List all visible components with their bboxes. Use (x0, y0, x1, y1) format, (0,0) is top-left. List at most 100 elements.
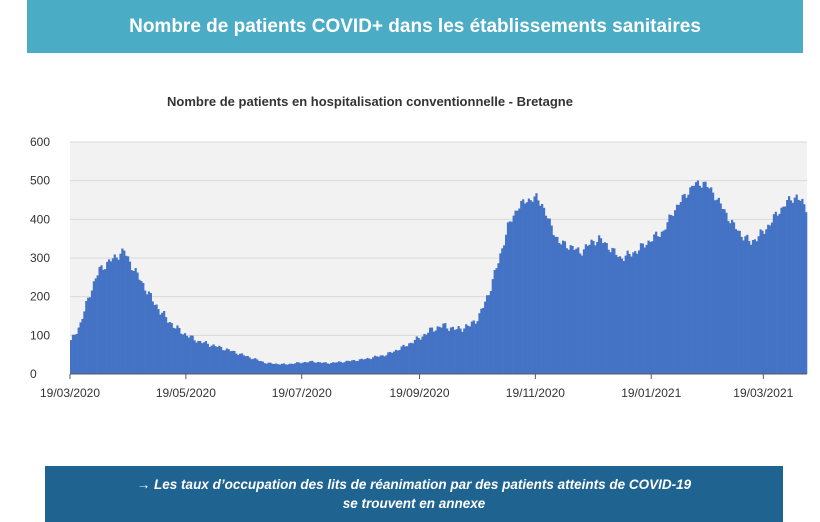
bar (311, 360, 314, 374)
bar (482, 307, 485, 374)
bar (584, 244, 587, 374)
bar (770, 222, 774, 374)
bar (706, 187, 709, 374)
bar (761, 230, 764, 374)
bar (77, 327, 80, 374)
y-tick-label: 200 (30, 290, 50, 304)
bar (100, 265, 103, 374)
bar (339, 361, 342, 374)
bar (237, 354, 240, 374)
bar (214, 346, 217, 374)
bar (512, 215, 515, 374)
bar (71, 334, 75, 374)
bar (759, 229, 762, 374)
bar (474, 323, 477, 374)
bar (533, 196, 536, 374)
bar (455, 329, 458, 374)
bar (675, 204, 679, 374)
bar (476, 321, 479, 374)
bar (797, 199, 800, 374)
bar (561, 240, 565, 374)
bar (727, 220, 730, 374)
bar (265, 363, 268, 374)
bar (763, 233, 766, 374)
bar (677, 204, 681, 374)
bar (539, 205, 542, 374)
bar (381, 355, 384, 374)
bar (778, 213, 781, 374)
bar (161, 312, 164, 374)
bar (782, 206, 785, 374)
bar (700, 187, 703, 374)
bar (656, 236, 660, 374)
bar (273, 363, 276, 374)
bar (489, 291, 492, 374)
bar (294, 363, 297, 374)
bar (493, 270, 496, 374)
bar (611, 247, 614, 374)
bar (254, 358, 257, 374)
bar (449, 327, 453, 374)
bar (263, 363, 266, 374)
bar (282, 363, 285, 374)
bar (715, 199, 719, 374)
y-tick-label: 500 (30, 174, 50, 188)
bar (681, 194, 684, 374)
bar (457, 326, 460, 374)
bar (411, 343, 415, 374)
bar (138, 279, 141, 374)
bar (499, 253, 502, 374)
bar (373, 355, 377, 374)
bar (233, 350, 236, 374)
bar (421, 336, 424, 374)
bar (501, 248, 504, 374)
bar (626, 250, 629, 374)
bar (698, 185, 701, 374)
bar (717, 197, 720, 374)
bar (548, 218, 551, 374)
bar (248, 357, 251, 374)
bar (732, 222, 736, 374)
bar (734, 229, 738, 374)
bar (223, 350, 227, 374)
bar (801, 198, 804, 374)
bar (575, 248, 578, 374)
bar (647, 240, 650, 374)
bar (368, 358, 371, 374)
bar (594, 245, 597, 374)
bar (632, 252, 635, 374)
bar (447, 330, 451, 374)
bar (389, 351, 392, 374)
bar (183, 333, 187, 374)
bar (402, 344, 405, 374)
bar (592, 240, 595, 374)
bar (687, 194, 690, 374)
y-tick-label: 400 (30, 212, 50, 226)
bar (220, 346, 223, 374)
bar (227, 349, 230, 374)
bar (391, 352, 394, 374)
bar (563, 241, 567, 374)
bar (784, 206, 787, 374)
bar (721, 209, 724, 374)
bar (774, 211, 777, 374)
bar (461, 331, 464, 374)
bar (269, 362, 272, 374)
bar (516, 210, 519, 374)
bar (180, 333, 183, 374)
bar (799, 200, 802, 374)
bar (218, 345, 221, 374)
bar (508, 221, 511, 374)
bar (98, 266, 101, 374)
bar (235, 353, 238, 374)
bar (529, 200, 532, 374)
bar (579, 253, 582, 374)
bar (637, 250, 641, 374)
bar (136, 272, 139, 374)
bar (468, 326, 472, 374)
bar (580, 255, 584, 374)
bar (544, 215, 548, 374)
bar (751, 239, 755, 374)
bar (356, 360, 360, 374)
bar (487, 295, 491, 374)
